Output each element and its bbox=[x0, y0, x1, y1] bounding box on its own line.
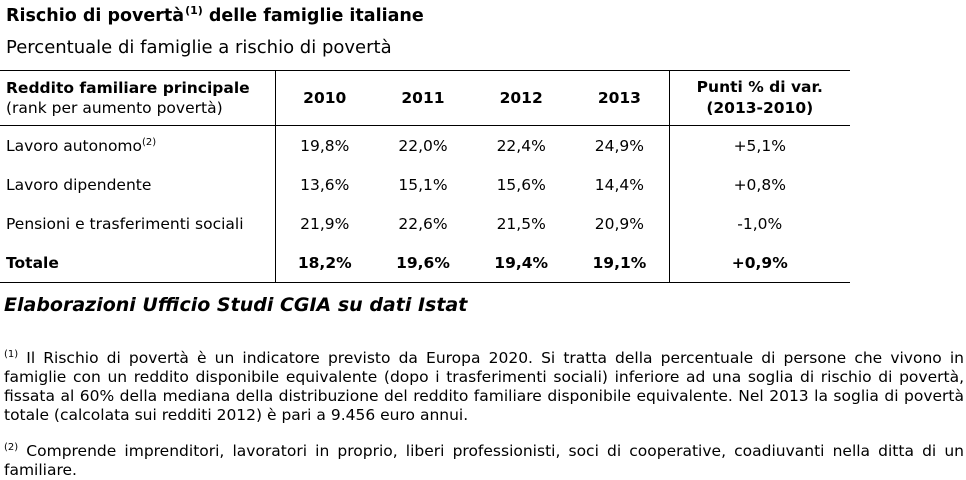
header-year: 2010 bbox=[275, 70, 374, 126]
row-label-text: Lavoro autonomo bbox=[6, 136, 143, 155]
change-cell: -1,0% bbox=[668, 204, 850, 243]
row-label: Pensioni e trasferimenti sociali bbox=[0, 204, 276, 243]
table-cell: 22,6% bbox=[398, 214, 448, 233]
header-change-period: (2013-2010) bbox=[706, 99, 814, 117]
table-cell: 24,9% bbox=[594, 136, 645, 155]
total-cell: 19,1% bbox=[570, 243, 670, 283]
title-text: Rischio di povertà bbox=[6, 6, 185, 26]
title-footnote-ref: (1) bbox=[185, 4, 203, 17]
change-cell: +0,8% bbox=[668, 165, 850, 204]
table-cell: 15,1% bbox=[398, 175, 448, 194]
header-year: 2013 bbox=[570, 70, 670, 126]
change-cell: +5,1% bbox=[668, 125, 850, 165]
subtitle: Percentuale di famiglie a rischio di pov… bbox=[6, 37, 392, 58]
table-cell: 21,9% bbox=[300, 214, 350, 233]
footnote-text: Il Rischio di povertà è un indicatore pr… bbox=[4, 349, 964, 424]
row-label: Lavoro autonomo(2) bbox=[0, 125, 276, 165]
table-cell: 14,4% bbox=[594, 175, 645, 194]
footnote-2: (2) Comprende imprenditori, lavoratori i… bbox=[4, 438, 964, 480]
total-change-cell: +0,9% bbox=[668, 243, 850, 283]
footnote-1: (1) Il Rischio di povertà è un indicator… bbox=[4, 345, 964, 425]
poverty-risk-table: Reddito familiare principale (rank per a… bbox=[0, 70, 850, 283]
table-cell: 22,4% bbox=[496, 136, 546, 155]
table-cell: 13,6% bbox=[300, 175, 350, 194]
total-cell: 19,6% bbox=[373, 243, 473, 283]
table-cell: 20,9% bbox=[594, 214, 645, 233]
table-cell: 19,8% bbox=[300, 136, 350, 155]
table-total-row: Totale 18,2% 19,6% 19,4% 19,1% +0,9% bbox=[0, 243, 850, 283]
header-year: 2012 bbox=[472, 70, 571, 126]
row-footnote-ref: (2) bbox=[142, 136, 157, 148]
total-label: Totale bbox=[0, 243, 276, 283]
table-row: Pensioni e trasferimenti sociali 21,9% 2… bbox=[0, 204, 850, 243]
row-label: Lavoro dipendente bbox=[0, 165, 276, 204]
table-cell: 21,5% bbox=[496, 214, 546, 233]
header-year: 2011 bbox=[373, 70, 473, 126]
header-income-source: Reddito familiare principale (rank per a… bbox=[0, 70, 276, 126]
header-income-source-note: (rank per aumento povertà) bbox=[6, 99, 223, 117]
footnote-marker: (1) bbox=[4, 349, 19, 360]
table-header-row: Reddito familiare principale (rank per a… bbox=[0, 70, 850, 126]
source-note: Elaborazioni Ufficio Studi CGIA su dati … bbox=[4, 294, 468, 316]
table-row: Lavoro dipendente 13,6% 15,1% 15,6% 14,4… bbox=[0, 165, 850, 204]
footnote-marker: (2) bbox=[4, 442, 19, 453]
total-cell: 19,4% bbox=[472, 243, 571, 283]
table-row: Lavoro autonomo(2) 19,8% 22,0% 22,4% 24,… bbox=[0, 125, 850, 165]
footnote-text: Comprende imprenditori, lavoratori in pr… bbox=[4, 442, 964, 479]
total-cell: 18,2% bbox=[275, 243, 374, 283]
page-title: Rischio di povertà(1) delle famiglie ita… bbox=[6, 4, 424, 26]
title-suffix: delle famiglie italiane bbox=[202, 6, 424, 26]
header-change: Punti % di var. (2013-2010) bbox=[668, 70, 850, 126]
header-change-label: Punti % di var. bbox=[696, 78, 823, 96]
table-cell: 15,6% bbox=[496, 175, 546, 194]
table-cell: 22,0% bbox=[398, 136, 448, 155]
header-income-source-label: Reddito familiare principale bbox=[6, 79, 250, 97]
